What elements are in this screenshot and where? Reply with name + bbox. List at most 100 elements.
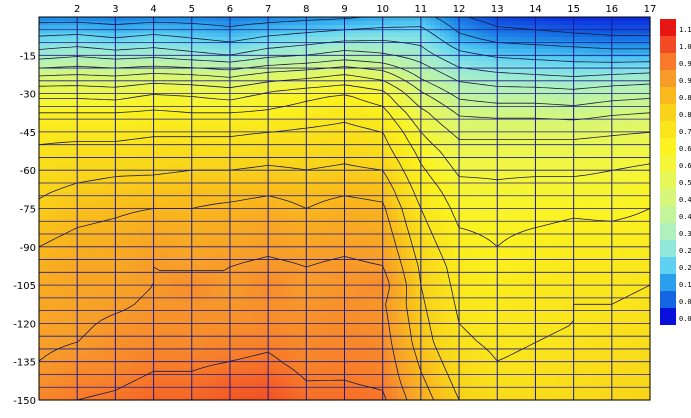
- heat-cell: [120, 36, 126, 42]
- heat-cell: [220, 100, 226, 106]
- heat-cell: [115, 100, 121, 106]
- heat-cell: [535, 48, 541, 54]
- heat-cell: [77, 28, 83, 34]
- heat-cell: [511, 164, 517, 170]
- heat-cell: [363, 144, 369, 150]
- heat-cell: [439, 168, 446, 174]
- heat-cell: [306, 92, 312, 98]
- heat-cell: [291, 48, 298, 54]
- heat-cell: [502, 140, 508, 146]
- heat-cell: [287, 160, 293, 166]
- heat-cell: [182, 36, 188, 42]
- heat-cell: [387, 32, 393, 38]
- heat-cell: [167, 32, 174, 38]
- heat-cell: [43, 132, 50, 138]
- heat-cell: [139, 88, 145, 94]
- heat-cell: [587, 76, 594, 82]
- heat-cell: [449, 128, 455, 134]
- heat-cell: [215, 40, 221, 46]
- heat-cell: [564, 104, 570, 110]
- heat-cell: [287, 40, 293, 46]
- heat-cell: [291, 132, 298, 138]
- heat-cell: [607, 36, 613, 42]
- heat-cell: [101, 92, 107, 98]
- heat-cell: [320, 48, 326, 54]
- heat-cell: [334, 152, 341, 158]
- heat-cell: [478, 48, 484, 54]
- heat-cell: [578, 160, 584, 166]
- heat-cell: [597, 36, 603, 42]
- heat-cell: [645, 68, 651, 74]
- heat-cell: [277, 64, 284, 70]
- heat-cell: [607, 164, 613, 170]
- heat-cell: [139, 40, 145, 46]
- heat-cell: [210, 104, 217, 110]
- heat-cell: [411, 108, 417, 114]
- heat-cell: [478, 20, 484, 26]
- heat-cell: [239, 36, 245, 42]
- heat-cell: [272, 48, 279, 54]
- heat-cell: [511, 96, 517, 102]
- heat-cell: [506, 132, 513, 138]
- heat-cell: [506, 140, 513, 146]
- heat-cell: [554, 64, 560, 70]
- heat-cell: [244, 60, 250, 66]
- heat-cell: [148, 148, 155, 154]
- heat-cell: [215, 152, 221, 158]
- heat-cell: [320, 96, 326, 102]
- heat-cell: [163, 164, 169, 170]
- heat-cell: [502, 120, 508, 126]
- heat-cell: [325, 24, 331, 30]
- heat-cell: [516, 64, 522, 70]
- heat-cell: [568, 92, 575, 98]
- heat-cell: [263, 60, 269, 66]
- heat-cell: [439, 160, 446, 166]
- heat-cell: [287, 44, 293, 50]
- heat-cell: [301, 56, 307, 62]
- heat-cell: [363, 64, 369, 70]
- heat-cell: [502, 60, 508, 66]
- heat-cell: [163, 112, 169, 118]
- heat-cell: [124, 148, 131, 154]
- heat-cell: [263, 156, 269, 162]
- heat-cell: [392, 136, 398, 142]
- heat-cell: [358, 24, 365, 30]
- heat-cell: [263, 120, 269, 126]
- heat-cell: [48, 156, 54, 162]
- heat-cell: [354, 140, 360, 146]
- heat-cell: [521, 144, 527, 150]
- heat-cell: [215, 104, 221, 110]
- heat-cell: [621, 100, 627, 106]
- heat-cell: [272, 76, 279, 82]
- heat-cell: [67, 80, 74, 86]
- heat-cell: [263, 88, 269, 94]
- heat-cell: [640, 60, 646, 66]
- heat-cell: [301, 120, 307, 126]
- heat-cell: [640, 128, 646, 134]
- heat-cell: [320, 100, 326, 106]
- heat-cell: [296, 168, 303, 174]
- heat-cell: [611, 148, 618, 154]
- heat-cell: [382, 100, 389, 106]
- heat-cell: [392, 120, 398, 126]
- heat-cell: [91, 44, 97, 50]
- heat-cell: [592, 92, 599, 98]
- heat-cell: [416, 84, 422, 90]
- heat-cell: [487, 92, 494, 98]
- heat-cell: [607, 76, 613, 82]
- heat-cell: [607, 72, 613, 78]
- heat-cell: [444, 132, 451, 138]
- heat-cell: [583, 28, 589, 34]
- heat-cell: [387, 40, 393, 46]
- heat-cell: [301, 92, 307, 98]
- heat-cell: [411, 68, 417, 74]
- heat-cell: [234, 24, 241, 30]
- heat-cell: [148, 136, 155, 142]
- heat-cell: [330, 152, 336, 158]
- heat-cell: [86, 140, 93, 146]
- heat-cell: [330, 132, 336, 138]
- heat-cell: [363, 76, 369, 82]
- heat-cell: [349, 17, 355, 22]
- heat-cell: [635, 68, 642, 74]
- heat-cell: [62, 36, 69, 42]
